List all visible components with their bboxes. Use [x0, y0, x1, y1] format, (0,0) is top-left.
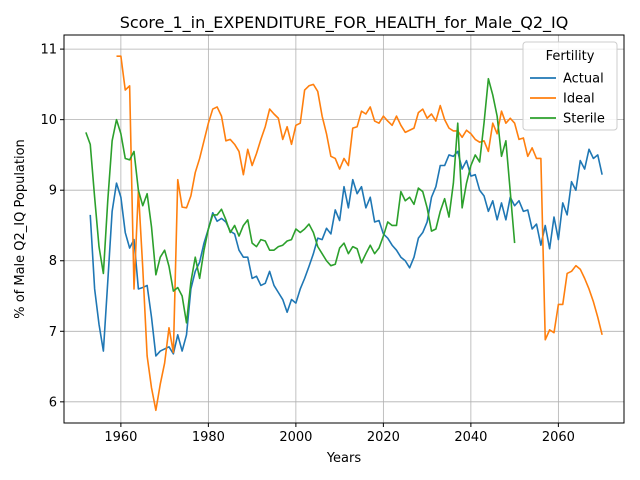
legend-label-sterile: Sterile: [563, 112, 605, 127]
legend-label-actual: Actual: [563, 72, 604, 87]
legend: Fertility Actual Ideal Sterile: [522, 41, 618, 131]
series-line-actual: [89, 148, 603, 357]
series-line-sterile: [85, 77, 516, 324]
x-axis-label: Years: [326, 451, 362, 466]
y-tick-label: 7: [49, 325, 57, 340]
x-tick-label: 1980: [192, 430, 225, 445]
y-axis-ticks: 6 7 8 9 10 11: [40, 43, 64, 410]
x-tick-label: 2000: [279, 430, 312, 445]
y-tick-label: 11: [40, 43, 57, 58]
series-lines: [85, 55, 603, 412]
x-tick-label: 1960: [104, 430, 137, 445]
y-tick-label: 8: [49, 254, 57, 269]
y-tick-label: 6: [49, 395, 57, 410]
legend-title: Fertility: [546, 49, 595, 64]
x-tick-label: 2040: [454, 430, 487, 445]
chart-title: Score_1_in_EXPENDITURE_FOR_HEALTH_for_Ma…: [120, 13, 569, 33]
legend-label-ideal: Ideal: [563, 92, 595, 107]
y-tick-label: 10: [40, 113, 57, 128]
x-axis-ticks: 1960 1980 2000 2020 2040 2060: [104, 423, 575, 445]
x-tick-label: 2020: [367, 430, 400, 445]
y-axis-label: % of Male Q2_IQ Population: [13, 139, 28, 319]
series-line-ideal: [116, 55, 603, 412]
y-tick-label: 9: [49, 184, 57, 199]
plot-frame: [63, 34, 625, 424]
x-tick-label: 2060: [542, 430, 575, 445]
legend-box: [522, 41, 618, 131]
